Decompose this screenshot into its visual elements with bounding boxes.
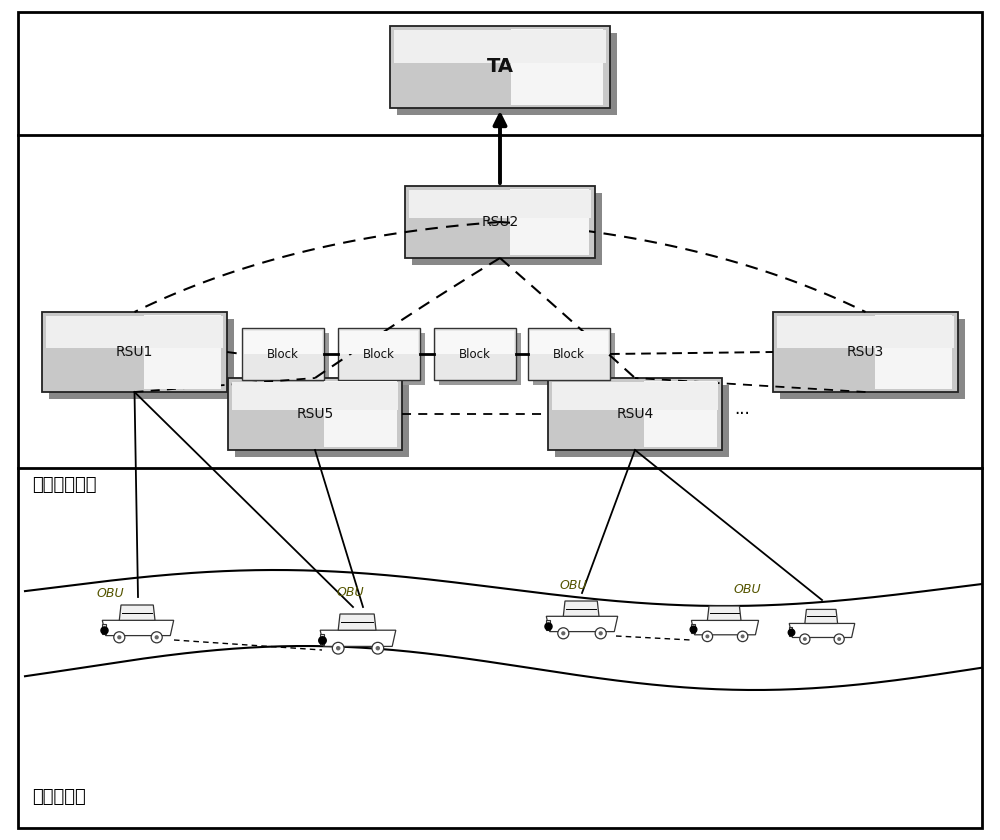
FancyBboxPatch shape (42, 312, 227, 392)
Circle shape (803, 637, 807, 641)
Circle shape (837, 637, 841, 641)
Text: 云边链网络层: 云边链网络层 (32, 476, 97, 494)
FancyBboxPatch shape (434, 328, 516, 380)
Text: RSU4: RSU4 (616, 407, 654, 421)
FancyBboxPatch shape (343, 333, 425, 385)
Polygon shape (789, 627, 792, 636)
FancyBboxPatch shape (244, 331, 322, 354)
FancyBboxPatch shape (324, 381, 397, 447)
Polygon shape (102, 623, 106, 634)
FancyBboxPatch shape (528, 328, 610, 380)
FancyBboxPatch shape (439, 333, 521, 385)
Circle shape (151, 632, 162, 643)
Text: ...: ... (734, 400, 750, 418)
FancyBboxPatch shape (228, 378, 402, 450)
FancyBboxPatch shape (773, 312, 958, 392)
FancyBboxPatch shape (405, 186, 595, 258)
Polygon shape (320, 630, 396, 647)
FancyBboxPatch shape (644, 381, 717, 447)
Circle shape (155, 635, 159, 639)
Text: TA: TA (487, 57, 514, 76)
Polygon shape (338, 614, 376, 630)
Circle shape (561, 631, 565, 635)
Circle shape (114, 632, 125, 643)
FancyBboxPatch shape (510, 189, 589, 255)
Polygon shape (119, 605, 155, 620)
FancyBboxPatch shape (412, 193, 602, 265)
FancyBboxPatch shape (777, 316, 954, 348)
Text: Block: Block (553, 348, 585, 360)
Circle shape (372, 643, 384, 654)
Polygon shape (102, 620, 174, 636)
Text: Block: Block (267, 348, 299, 360)
Text: RSU3: RSU3 (847, 345, 884, 359)
FancyBboxPatch shape (242, 328, 324, 380)
FancyBboxPatch shape (390, 26, 610, 108)
Circle shape (117, 635, 121, 639)
Text: OBU: OBU (96, 587, 124, 600)
Circle shape (599, 631, 603, 635)
FancyBboxPatch shape (247, 333, 329, 385)
FancyBboxPatch shape (552, 381, 718, 411)
Polygon shape (691, 623, 695, 633)
Circle shape (558, 627, 569, 639)
FancyBboxPatch shape (18, 12, 982, 828)
FancyBboxPatch shape (548, 378, 722, 450)
FancyBboxPatch shape (555, 385, 729, 457)
FancyBboxPatch shape (409, 190, 591, 218)
Polygon shape (691, 621, 759, 635)
FancyBboxPatch shape (232, 381, 398, 411)
Circle shape (376, 646, 380, 650)
Text: Block: Block (363, 348, 395, 360)
FancyBboxPatch shape (46, 316, 223, 348)
Text: RSU2: RSU2 (481, 215, 519, 229)
Text: 边缘移动层: 边缘移动层 (32, 788, 86, 806)
Text: RSU1: RSU1 (116, 345, 153, 359)
Polygon shape (546, 620, 550, 630)
Polygon shape (563, 601, 599, 617)
Circle shape (741, 634, 745, 638)
Polygon shape (805, 609, 838, 623)
Polygon shape (320, 634, 324, 644)
FancyBboxPatch shape (338, 328, 420, 380)
FancyBboxPatch shape (780, 319, 965, 399)
Text: Block: Block (459, 348, 491, 360)
Circle shape (332, 643, 344, 654)
Circle shape (595, 627, 606, 639)
Circle shape (702, 631, 713, 642)
Circle shape (737, 631, 748, 642)
FancyBboxPatch shape (394, 30, 606, 63)
FancyBboxPatch shape (49, 319, 234, 399)
Circle shape (800, 634, 810, 644)
FancyBboxPatch shape (144, 315, 221, 389)
Circle shape (336, 646, 340, 650)
Circle shape (705, 634, 709, 638)
FancyBboxPatch shape (235, 385, 409, 457)
Text: OBU: OBU (733, 583, 761, 596)
FancyBboxPatch shape (875, 315, 952, 389)
Text: OBU: OBU (560, 579, 588, 592)
FancyBboxPatch shape (436, 331, 514, 354)
Polygon shape (546, 617, 618, 632)
Polygon shape (707, 606, 741, 621)
Text: OBU: OBU (336, 586, 364, 599)
FancyBboxPatch shape (340, 331, 418, 354)
FancyBboxPatch shape (511, 29, 603, 105)
FancyBboxPatch shape (397, 33, 617, 115)
FancyBboxPatch shape (533, 333, 615, 385)
Text: RSU5: RSU5 (296, 407, 334, 421)
Polygon shape (789, 623, 855, 638)
Circle shape (834, 634, 844, 644)
FancyBboxPatch shape (530, 331, 608, 354)
